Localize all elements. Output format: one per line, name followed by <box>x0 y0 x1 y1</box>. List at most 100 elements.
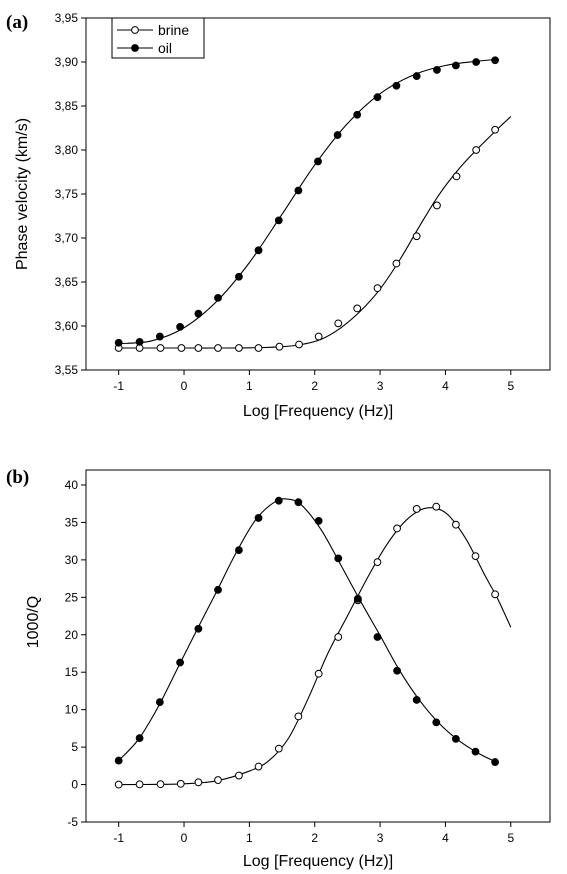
panel-a-series <box>114 56 512 352</box>
panel-b-brine-point <box>393 524 401 533</box>
panel-a-x-tick-label: -1 <box>113 379 124 393</box>
panel-a-oil-point <box>433 66 441 74</box>
panel-a-oil-point <box>314 157 322 166</box>
panel-a-oil-point <box>135 337 144 346</box>
panel-a-x-tick-label: 3 <box>377 379 384 393</box>
panel-a-y-tick-label: 3,90 <box>55 55 79 69</box>
panel-b-oil-point <box>235 546 243 555</box>
panel-b-oil-point <box>373 633 382 641</box>
panel-b-y-tick-label: 25 <box>65 590 79 604</box>
legend-oil-marker <box>131 44 139 52</box>
panel-a-oil-point <box>214 293 222 302</box>
panel-b-y-ticks: -5 0 5 10 15 20 25 30 35 40 <box>65 478 86 829</box>
panel-a-oil-point <box>176 322 185 331</box>
panel-b-oil-point <box>451 734 460 743</box>
panel-a-y-tick-label: 3,65 <box>55 275 79 289</box>
panel-a-brine-curve <box>118 116 512 349</box>
panel-b-plot-frame <box>85 469 551 823</box>
panel-a-brine-point <box>275 342 284 351</box>
panel-b-x-tick-label: 3 <box>377 831 384 845</box>
panel-b-oil-point <box>135 734 144 743</box>
panel-a-y-tick-label: 3,55 <box>55 363 79 377</box>
panel-b-series <box>114 496 512 789</box>
panel-a-x-tick-label: 4 <box>442 379 449 393</box>
panel-b-oil-point <box>294 498 303 507</box>
panel-a-y-ticks: 3,55 3,60 3,65 3,70 3,75 3,80 3,85 3,90 3,95 <box>55 11 86 377</box>
panel-b-brine-point <box>176 779 185 788</box>
panel-a-oil-point <box>412 72 421 80</box>
legend-box <box>111 17 205 59</box>
panel-b-brine-point <box>114 780 123 789</box>
panel-b-y-tick-label: 10 <box>65 703 79 717</box>
panel-a-y-tick-label: 3,60 <box>55 319 79 333</box>
panel-a-brine-point <box>452 172 461 181</box>
panel-b-x-tick-label: 5 <box>507 831 514 845</box>
panel-a-oil-point <box>392 81 401 90</box>
panel-b-oil-point <box>393 666 401 675</box>
panel-a-oil-point <box>353 110 362 119</box>
panel-b-oil-point <box>432 718 441 727</box>
panel-b-brine-point <box>373 558 382 567</box>
panel-b-y-tick-label: 40 <box>65 478 79 492</box>
panel-a-plot-frame <box>85 17 551 371</box>
panel-a-y-tick-label: 3,95 <box>55 11 79 25</box>
panel-a-brine-point <box>156 344 165 352</box>
panel-b-brine-point <box>314 669 323 678</box>
panel-b-brine-point <box>412 505 421 513</box>
panel-a-y-axis-title: Phase velocity (km/s) <box>14 118 31 270</box>
panel-a-brine-point <box>392 259 401 268</box>
panel-a-oil-point <box>333 131 342 139</box>
panel-b-oil-point <box>194 624 203 633</box>
panel-b-oil-point <box>314 517 323 525</box>
panel-b-brine-point <box>294 712 303 721</box>
panel-b-brine-point <box>471 552 480 561</box>
panel-a-oil-curve <box>118 58 498 345</box>
panel-b-oil-point <box>214 585 222 594</box>
panel-b-brine-point <box>254 762 263 771</box>
panel-b-oil-point <box>176 658 185 667</box>
panel-a-oil-point <box>491 56 500 65</box>
panel-b-label: (b) <box>6 467 29 488</box>
panel-a-brine-point <box>254 344 263 352</box>
panel-b-brine-point <box>135 780 144 789</box>
panel-b-brine-curve <box>118 507 512 786</box>
panel-a-oil-point <box>472 58 481 66</box>
panel-a-x-axis-title: Log [Frequency (Hz)] <box>243 403 393 420</box>
panel-b-x-tick-label: 2 <box>311 831 318 845</box>
panel-b-oil-point <box>114 756 123 765</box>
panel-b-oil-point <box>334 554 343 563</box>
panel-a-brine-point <box>295 340 303 349</box>
panel-b-brine-point <box>156 780 165 789</box>
panel-a-brine-point <box>373 284 382 293</box>
panel-b-y-tick-label: 30 <box>65 553 79 567</box>
panel-b-oil-point <box>471 747 480 756</box>
legend-brine-marker <box>131 26 139 34</box>
panel-a-brine-point <box>491 125 500 134</box>
panel-a-oil-point <box>235 272 243 281</box>
panel-a-y-tick-label: 3,75 <box>55 187 79 201</box>
panel-a-oil-point <box>373 93 382 102</box>
panel-a-brine-point <box>334 319 343 328</box>
panel-a-brine-point <box>177 344 186 352</box>
panel-b-y-tick-label: 20 <box>65 628 79 642</box>
panel-a-oil-point <box>274 216 283 225</box>
panel-b-x-axis-title: Log [Frequency (Hz)] <box>243 853 393 870</box>
panel-a-label: (a) <box>6 12 28 33</box>
panel-a-brine-point <box>314 332 323 341</box>
panel-b-oil-point <box>155 698 164 707</box>
panel-b-x-tick-label: -1 <box>113 831 124 845</box>
panel-b-y-tick-label: -5 <box>67 815 78 829</box>
panel-a-brine-point <box>353 304 362 313</box>
panel-a-brine-point <box>235 344 243 352</box>
panel-b-brine-point <box>214 776 222 784</box>
panel-a-x-tick-label: 2 <box>311 379 318 393</box>
panel-a-brine-point <box>214 344 222 352</box>
panel-b-oil-point <box>353 594 362 603</box>
panel-a-x-ticks: -1 0 1 2 3 4 5 <box>113 370 514 393</box>
panel-b-oil-point <box>254 514 263 522</box>
panel-b-brine-point <box>194 778 203 787</box>
panel-a-oil-point <box>294 186 303 195</box>
panel-b-x-tick-label: 4 <box>442 831 449 845</box>
panel-b-brine-point <box>235 771 243 780</box>
